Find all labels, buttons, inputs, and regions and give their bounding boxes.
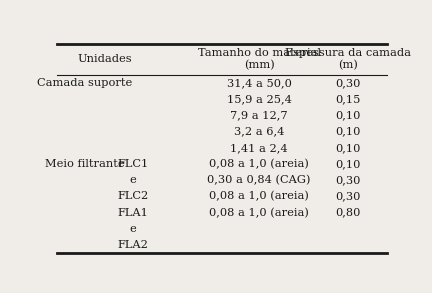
- Text: 0,08 a 1,0 (areia): 0,08 a 1,0 (areia): [209, 191, 309, 202]
- Text: 15,9 a 25,4: 15,9 a 25,4: [227, 94, 292, 104]
- Text: 1,41 a 2,4: 1,41 a 2,4: [230, 143, 288, 153]
- Text: 0,30 a 0,84 (CAG): 0,30 a 0,84 (CAG): [207, 175, 311, 185]
- Text: FLC1: FLC1: [117, 159, 148, 169]
- Text: e: e: [129, 175, 136, 185]
- Text: FLA2: FLA2: [117, 240, 148, 250]
- Text: 0,08 a 1,0 (areia): 0,08 a 1,0 (areia): [209, 207, 309, 218]
- Text: 0,08 a 1,0 (areia): 0,08 a 1,0 (areia): [209, 159, 309, 169]
- Text: FLA1: FLA1: [117, 208, 148, 218]
- Text: 0,10: 0,10: [335, 110, 360, 120]
- Text: Camada suporte: Camada suporte: [37, 78, 133, 88]
- Text: 0,30: 0,30: [335, 175, 360, 185]
- Text: e: e: [129, 224, 136, 234]
- Text: Meio filtrante: Meio filtrante: [45, 159, 125, 169]
- Text: Tamanho do material
(mm): Tamanho do material (mm): [197, 48, 321, 70]
- Text: FLC2: FLC2: [117, 191, 148, 202]
- Text: 0,30: 0,30: [335, 191, 360, 202]
- Text: 0,10: 0,10: [335, 143, 360, 153]
- Text: 31,4 a 50,0: 31,4 a 50,0: [227, 78, 292, 88]
- Text: 3,2 a 6,4: 3,2 a 6,4: [234, 127, 284, 137]
- Text: 0,15: 0,15: [335, 94, 360, 104]
- Text: 0,10: 0,10: [335, 127, 360, 137]
- Text: 0,10: 0,10: [335, 159, 360, 169]
- Text: 7,9 a 12,7: 7,9 a 12,7: [230, 110, 288, 120]
- Text: Espessura da camada
(m): Espessura da camada (m): [285, 48, 411, 70]
- Text: 0,80: 0,80: [335, 208, 360, 218]
- Text: Unidades: Unidades: [78, 54, 132, 64]
- Text: 0,30: 0,30: [335, 78, 360, 88]
